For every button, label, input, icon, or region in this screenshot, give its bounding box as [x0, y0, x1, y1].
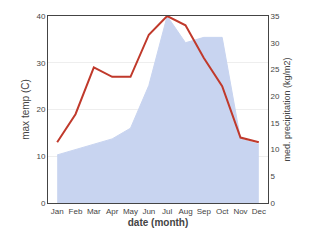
svg-text:10: 10: [36, 152, 45, 161]
svg-text:30: 30: [271, 39, 280, 48]
svg-text:Apr: Apr: [106, 207, 119, 216]
svg-text:Jul: Jul: [162, 207, 172, 216]
svg-text:25: 25: [271, 65, 280, 74]
svg-text:Jan: Jan: [51, 207, 64, 216]
svg-text:Nov: Nov: [233, 207, 247, 216]
svg-text:10: 10: [271, 145, 280, 154]
svg-text:May: May: [123, 207, 138, 216]
svg-text:30: 30: [36, 59, 45, 68]
svg-text:20: 20: [271, 92, 280, 101]
svg-text:Mar: Mar: [87, 207, 101, 216]
svg-text:Oct: Oct: [216, 207, 229, 216]
svg-text:Jun: Jun: [142, 207, 155, 216]
svg-text:max temp (C): max temp (C): [20, 79, 31, 140]
svg-text:date (month): date (month): [128, 217, 189, 228]
svg-text:0: 0: [41, 199, 46, 208]
svg-text:5: 5: [271, 172, 276, 181]
svg-text:35: 35: [271, 12, 280, 21]
svg-text:Aug: Aug: [178, 207, 192, 216]
svg-text:Feb: Feb: [69, 207, 83, 216]
svg-text:15: 15: [271, 119, 280, 128]
svg-text:20: 20: [36, 105, 45, 114]
svg-text:40: 40: [36, 12, 45, 21]
svg-text:0: 0: [271, 199, 276, 208]
svg-text:Dec: Dec: [252, 207, 266, 216]
svg-text:med. precipitation (kg/m2): med. precipitation (kg/m2): [282, 57, 292, 161]
svg-text:Sep: Sep: [197, 207, 212, 216]
